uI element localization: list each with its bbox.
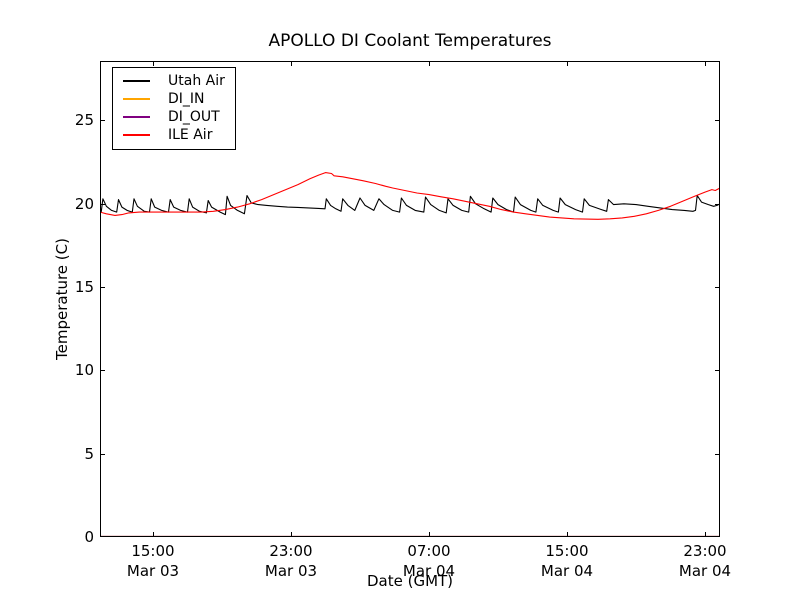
- chart-title: APOLLO DI Coolant Temperatures: [268, 31, 552, 51]
- x-tick-label: 07:00 Mar 04: [384, 542, 474, 581]
- legend-line-di-out: [123, 116, 150, 118]
- y-tick-label: 0: [84, 528, 94, 546]
- x-tick-label: 23:00 Mar 04: [660, 542, 750, 581]
- y-tick-label: 20: [74, 194, 94, 213]
- plot-canvas: [100, 61, 720, 537]
- y-tick-label: 25: [74, 111, 94, 130]
- plot-area: [100, 61, 720, 537]
- legend-line-utah-air: [123, 80, 150, 82]
- y-tick-label: 5: [84, 444, 94, 463]
- legend-item: ILE Air: [113, 126, 235, 144]
- legend-item: DI_IN: [113, 90, 235, 108]
- y-tick-label: 15: [74, 278, 94, 297]
- x-tick-date: Mar 03: [126, 561, 180, 580]
- legend-label: Utah Air: [168, 73, 225, 89]
- x-tick-time: 23:00: [683, 542, 727, 560]
- x-tick-date: Mar 04: [540, 561, 594, 580]
- x-tick-date: Mar 03: [264, 561, 318, 580]
- legend-item: Utah Air: [113, 72, 235, 90]
- legend-label: DI_OUT: [168, 109, 220, 125]
- legend-line-di-in: [123, 98, 150, 100]
- y-axis-label: Temperature (C): [53, 238, 71, 360]
- series-line-ile-air: [100, 172, 720, 220]
- legend-item: DI_OUT: [113, 108, 235, 126]
- x-tick-time: 15:00: [545, 542, 589, 560]
- legend-label: DI_IN: [168, 91, 205, 107]
- x-tick-label: 15:00 Mar 04: [522, 542, 612, 581]
- x-tick-time: 23:00: [269, 542, 313, 560]
- x-axis-label: Date (GMT): [366, 572, 454, 590]
- axes-frame: [100, 61, 720, 537]
- series-line-utah-air: [100, 194, 720, 216]
- legend-box: Utah Air DI_IN DI_OUT ILE Air: [112, 67, 236, 150]
- x-tick-time: 15:00: [131, 542, 175, 560]
- legend-line-ile-air: [123, 134, 150, 136]
- legend-label: ILE Air: [168, 127, 213, 143]
- x-tick-date: Mar 04: [402, 561, 456, 580]
- x-tick-label: 23:00 Mar 03: [246, 542, 336, 581]
- x-tick-time: 07:00: [407, 542, 451, 560]
- y-tick-label: 10: [74, 361, 94, 380]
- x-tick-label: 15:00 Mar 03: [108, 542, 198, 581]
- x-tick-date: Mar 04: [678, 561, 732, 580]
